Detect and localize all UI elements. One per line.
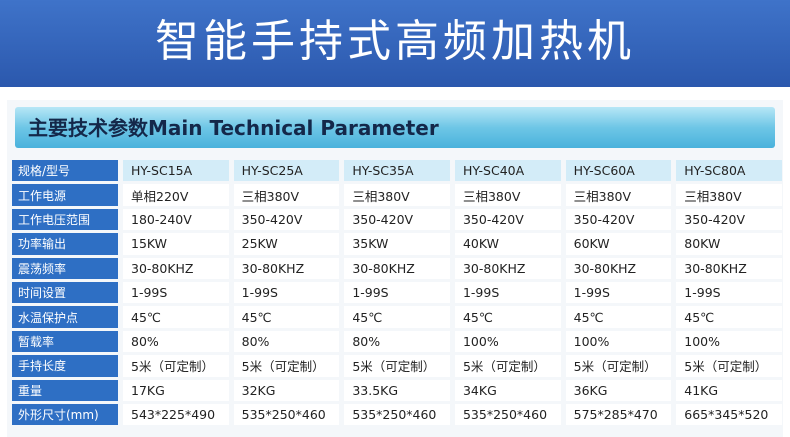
model-cell: HY-SC80A [671,160,782,182]
spec-table: 规格/型号 HY-SC15A HY-SC25A HY-SC35A HY-SC40… [12,157,782,428]
value-cell: 5米（可定制） [560,355,672,377]
row-label: 功率输出 [12,233,118,255]
value-cell: 350-420V [671,208,782,231]
value-cell: 535*250*460 [449,403,561,426]
value-cell: 17KG [118,379,229,401]
table-row: 工作电压范围 180-240V 350-420V 350-420V 350-420V 35… [12,208,782,231]
row-label: 时间设置 [12,281,118,304]
row-label: 暂载率 [12,330,118,353]
value-cell: 45℃ [118,306,229,328]
value-cell: 1-99S [560,281,672,304]
table-row: 工作电源 单相220V 三相380V 三相380V 三相380V 三相380V 三相380V [12,184,782,206]
model-cell: HY-SC15A [118,160,229,182]
value-cell: 45℃ [449,306,561,328]
row-label: 手持长度 [12,355,118,377]
section-title: 主要技术参数Main Technical Parameter [28,116,439,140]
value-cell: 665*345*520 [671,403,782,426]
value-cell: 45℃ [339,306,450,328]
header-label: 规格/型号 [12,160,118,182]
value-cell: 100% [449,330,561,353]
value-cell: 45℃ [228,306,340,328]
model-cell: HY-SC25A [228,160,340,182]
value-cell: 535*250*460 [339,403,450,426]
value-cell: 350-420V [339,208,450,231]
value-cell: 30-80KHZ [449,257,561,279]
row-label: 工作电压范围 [12,208,118,231]
table-row: 水温保护点 45℃ 45℃ 45℃ 45℃ 45℃ 45℃ [12,306,782,328]
value-cell: 80% [228,330,340,353]
section-header-bar [15,107,775,148]
value-cell: 100% [671,330,782,353]
value-cell: 5米（可定制） [449,355,561,377]
table-row: 手持长度 5米（可定制） 5米（可定制） 5米（可定制） 5米（可定制） 5米（可定制） 5… [12,355,782,377]
value-cell: 5米（可定制） [228,355,340,377]
value-cell: 350-420V [560,208,672,231]
value-cell: 350-420V [228,208,340,231]
value-cell: 三相380V [671,184,782,206]
table-row: 时间设置 1-99S 1-99S 1-99S 1-99S 1-99S 1-99S [12,281,782,304]
value-cell: 35KW [339,233,450,255]
value-cell: 1-99S [228,281,340,304]
table-row: 暂载率 80% 80% 80% 100% 100% 100% [12,330,782,353]
value-cell: 33.5KG [339,379,450,401]
value-cell: 80% [339,330,450,353]
value-cell: 5米（可定制） [118,355,229,377]
value-cell: 40KW [449,233,561,255]
value-cell: 575*285*470 [560,403,672,426]
value-cell: 三相380V [228,184,340,206]
title-banner: 智能手持式高频加热机 [0,0,790,87]
value-cell: 350-420V [449,208,561,231]
model-cell: HY-SC35A [339,160,450,182]
value-cell: 30-80KHZ [560,257,672,279]
value-cell: 32KG [228,379,340,401]
value-cell: 三相380V [449,184,561,206]
value-cell: 45℃ [560,306,672,328]
row-label: 工作电源 [12,184,118,206]
row-label: 水温保护点 [12,306,118,328]
value-cell: 1-99S [118,281,229,304]
table-row: 外形尺寸(mm) 543*225*490 535*250*460 535*250*46… [12,403,782,426]
value-cell: 1-99S [449,281,561,304]
value-cell: 80% [118,330,229,353]
value-cell: 543*225*490 [118,403,229,426]
value-cell: 30-80KHZ [118,257,229,279]
table-row: 功率输出 15KW 25KW 35KW 40KW 60KW 80KW [12,233,782,255]
value-cell: 36KG [560,379,672,401]
value-cell: 三相380V [339,184,450,206]
value-cell: 1-99S [339,281,450,304]
spec-table-body: 规格/型号 HY-SC15A HY-SC25A HY-SC35A HY-SC40… [12,160,782,426]
value-cell: 60KW [560,233,672,255]
row-label: 外形尺寸(mm) [12,403,118,426]
banner-title: 智能手持式高频加热机 [155,16,635,67]
table-row: 重量 17KG 32KG 33.5KG 34KG 36KG 41KG [12,379,782,401]
value-cell: 15KW [118,233,229,255]
model-cell: HY-SC60A [560,160,672,182]
model-cell: HY-SC40A [449,160,561,182]
row-label: 震荡频率 [12,257,118,279]
value-cell: 5米（可定制） [671,355,782,377]
value-cell: 5米（可定制） [339,355,450,377]
value-cell: 30-80KHZ [228,257,340,279]
value-cell: 80KW [671,233,782,255]
value-cell: 180-240V [118,208,229,231]
value-cell: 30-80KHZ [671,257,782,279]
value-cell: 25KW [228,233,340,255]
table-row: 震荡频率 30-80KHZ 30-80KHZ 30-80KHZ 30-80KHZ 30-8… [12,257,782,279]
value-cell: 1-99S [671,281,782,304]
value-cell: 三相380V [560,184,672,206]
value-cell: 45℃ [671,306,782,328]
value-cell: 单相220V [118,184,229,206]
value-cell: 34KG [449,379,561,401]
value-cell: 30-80KHZ [339,257,450,279]
table-header-row: 规格/型号 HY-SC15A HY-SC25A HY-SC35A HY-SC40… [12,160,782,182]
row-label: 重量 [12,379,118,401]
value-cell: 100% [560,330,672,353]
value-cell: 41KG [671,379,782,401]
value-cell: 535*250*460 [228,403,340,426]
